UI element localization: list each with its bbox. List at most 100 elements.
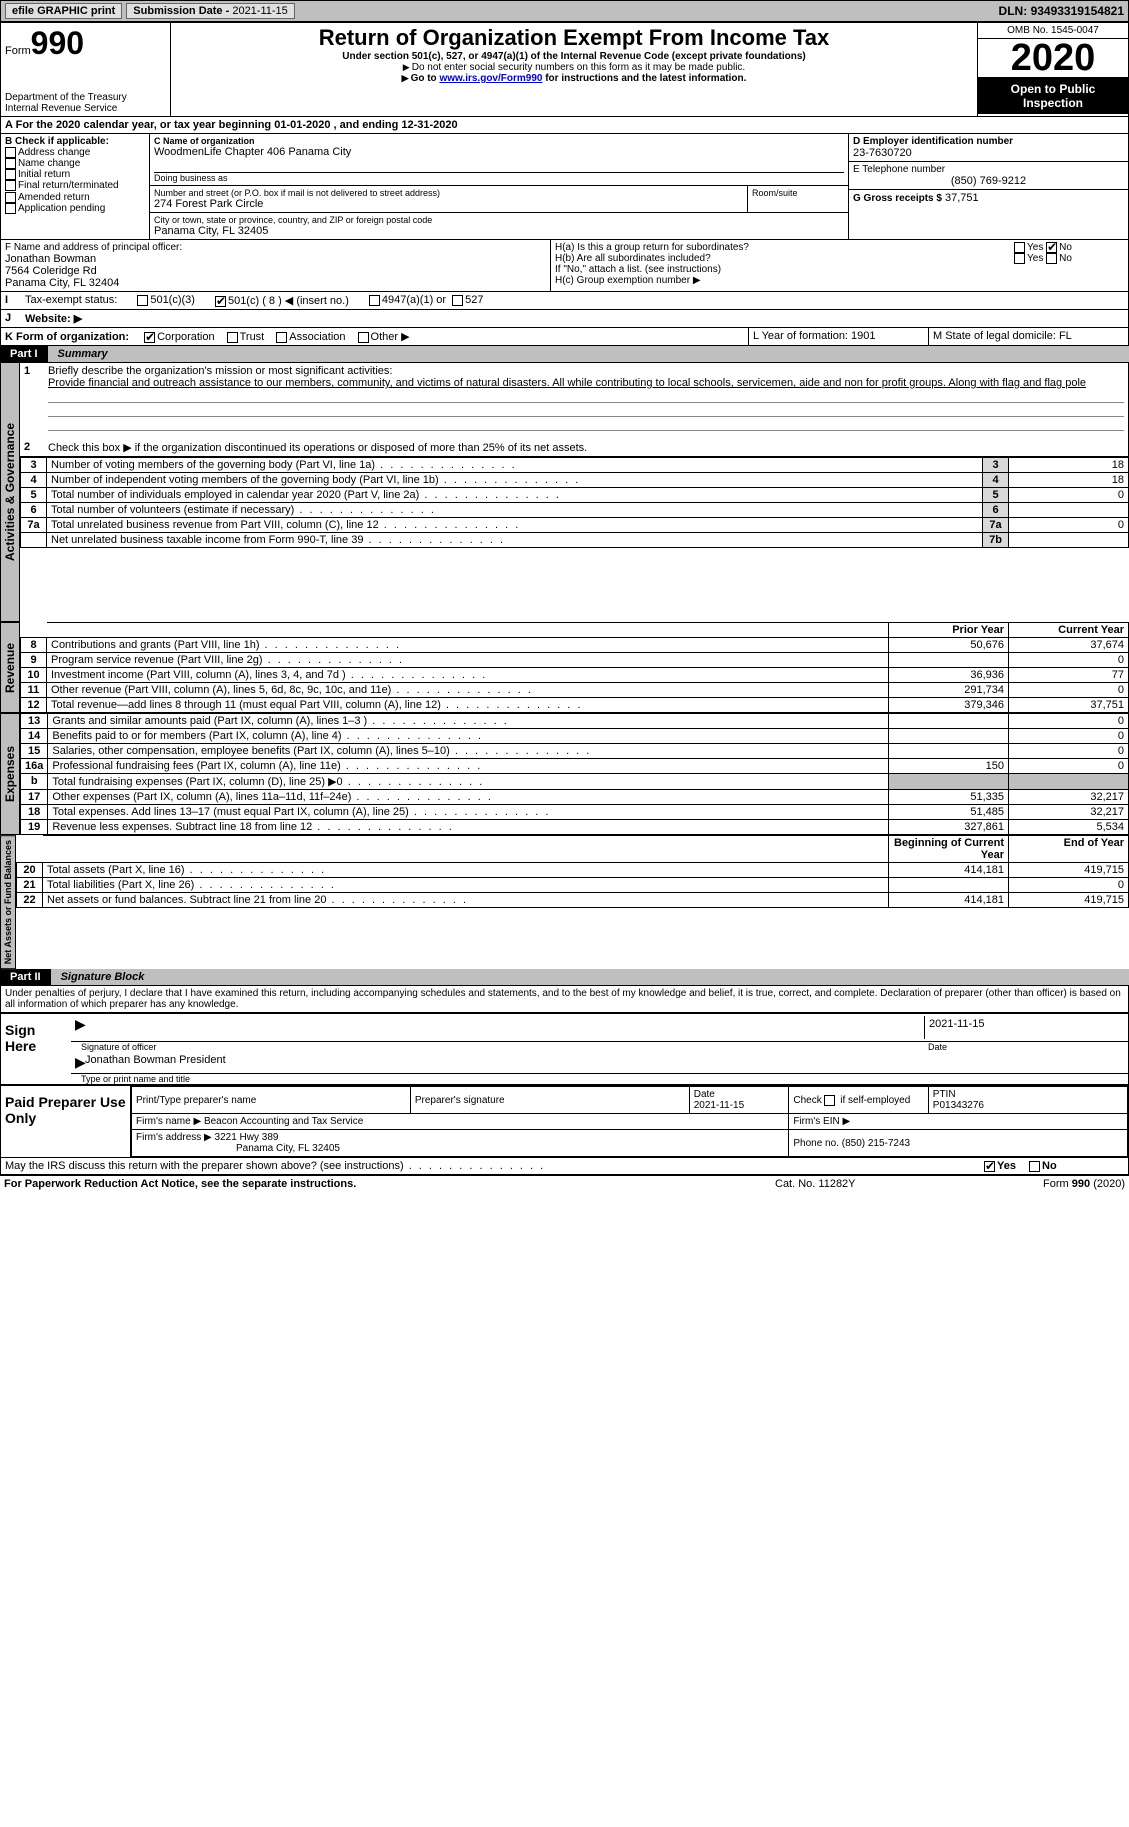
dln-label: DLN:	[999, 4, 1028, 18]
org-name: WoodmenLife Chapter 406 Panama City	[154, 146, 844, 158]
table-row: 7aTotal unrelated business revenue from …	[21, 518, 1129, 533]
cell-current: 37,751	[1009, 698, 1129, 713]
part1-label: Part I	[0, 346, 48, 362]
hb-yes-checkbox[interactable]	[1014, 253, 1025, 264]
4947-checkbox[interactable]	[369, 295, 380, 306]
cell-current: 37,674	[1009, 638, 1129, 653]
vtab-expenses: Expenses	[0, 713, 20, 835]
hb-no-checkbox[interactable]	[1046, 253, 1057, 264]
line-label: Total fundraising expenses (Part IX, col…	[48, 774, 889, 790]
line-num: 11	[21, 683, 47, 698]
discuss-no-checkbox[interactable]	[1029, 1161, 1040, 1172]
part1-header: Part I Summary	[0, 346, 1129, 362]
cell-prior: 50,676	[889, 638, 1009, 653]
line-label: Total revenue—add lines 8 through 11 (mu…	[47, 698, 889, 713]
form-word: Form	[5, 45, 31, 57]
table-row: 10Investment income (Part VIII, column (…	[21, 668, 1129, 683]
ein-label: D Employer identification number	[853, 136, 1124, 147]
box-b-checkbox[interactable]	[5, 203, 16, 214]
mission-label: Briefly describe the organization's miss…	[48, 365, 1124, 377]
line-label: Total liabilities (Part X, line 26)	[43, 878, 889, 893]
line-num: 12	[21, 698, 47, 713]
527-checkbox[interactable]	[452, 295, 463, 306]
line-label: Benefits paid to or for members (Part IX…	[48, 729, 889, 744]
prep-sig-label: Preparer's signature	[410, 1087, 689, 1114]
firm-name-label: Firm's name ▶	[136, 1116, 201, 1127]
box-b-checkbox[interactable]	[5, 147, 16, 158]
discuss-row: May the IRS discuss this return with the…	[0, 1158, 1129, 1175]
expenses-section: Expenses 13Grants and similar amounts pa…	[0, 713, 1129, 835]
box-b-checkbox[interactable]	[5, 192, 16, 203]
table-row: 8Contributions and grants (Part VIII, li…	[21, 638, 1129, 653]
501c3-label: 501(c)(3)	[150, 294, 195, 306]
line-num: 21	[17, 878, 43, 893]
irs-link[interactable]: www.irs.gov/Form990	[439, 73, 542, 84]
org-form-checkbox[interactable]	[358, 332, 369, 343]
self-employed-checkbox[interactable]	[824, 1095, 835, 1106]
box-b-checkbox[interactable]	[5, 169, 16, 180]
org-form-checkbox[interactable]	[276, 332, 287, 343]
dln-value: 93493319154821	[1031, 4, 1124, 18]
line-value: 0	[1009, 518, 1129, 533]
submission-button[interactable]: Submission Date - 2021-11-15	[126, 3, 294, 19]
table-row: 20Total assets (Part X, line 16)414,1814…	[17, 863, 1129, 878]
line-value	[1009, 533, 1129, 548]
line-label: Number of voting members of the governin…	[47, 458, 983, 473]
table-row: 6Total number of volunteers (estimate if…	[21, 503, 1129, 518]
table-row: 21Total liabilities (Part X, line 26) 0	[17, 878, 1129, 893]
501c3-checkbox[interactable]	[137, 295, 148, 306]
cell-prior: 51,485	[889, 805, 1009, 820]
addr-label: Number and street (or P.O. box if mail i…	[154, 188, 743, 198]
line-box: 4	[983, 473, 1009, 488]
line-label: Grants and similar amounts paid (Part IX…	[48, 714, 889, 729]
line-label: Other expenses (Part IX, column (A), lin…	[48, 790, 889, 805]
box-klm: K Form of organization: CorporationTrust…	[0, 328, 1129, 346]
sig-officer-label: Signature of officer	[81, 1042, 928, 1052]
box-b-item: Application pending	[5, 203, 145, 214]
cell-current: 0	[1009, 878, 1129, 893]
firm-name-value: Beacon Accounting and Tax Service	[204, 1116, 363, 1127]
sig-date-value: 2021-11-15	[924, 1016, 1124, 1039]
cell-prior: 414,181	[889, 893, 1009, 908]
line-num: 19	[21, 820, 48, 835]
501c-checkbox[interactable]	[215, 296, 226, 307]
dept-treasury: Department of the Treasury	[5, 92, 166, 103]
no-label2: No	[1059, 253, 1072, 264]
ha-yes-checkbox[interactable]	[1014, 242, 1025, 253]
org-form-checkbox[interactable]	[144, 332, 155, 343]
org-form-label: K Form of organization:	[5, 331, 129, 343]
box-b-checkbox[interactable]	[5, 158, 16, 169]
table-row: 4Number of independent voting members of…	[21, 473, 1129, 488]
table-row: 15Salaries, other compensation, employee…	[21, 744, 1129, 759]
footer: For Paperwork Reduction Act Notice, see …	[0, 1175, 1129, 1192]
city-label: City or town, state or province, country…	[154, 215, 844, 225]
firm-ein-label: Firm's EIN ▶	[789, 1114, 1128, 1130]
vtab-revenue: Revenue	[0, 622, 20, 713]
line-num: 5	[21, 488, 47, 503]
line-box: 7a	[983, 518, 1009, 533]
line-box: 6	[983, 503, 1009, 518]
cell-prior: 291,734	[889, 683, 1009, 698]
firm-phone-value: (850) 215-7243	[842, 1138, 910, 1149]
cell-prior: 150	[889, 759, 1009, 774]
527-label: 527	[465, 294, 483, 306]
box-b-checkbox[interactable]	[5, 180, 16, 191]
cell-current: 0	[1009, 714, 1129, 729]
cell-current: 0	[1009, 729, 1129, 744]
part2-label: Part II	[0, 969, 51, 985]
efile-button[interactable]: efile GRAPHIC print	[5, 3, 122, 19]
table-row: 16aProfessional fundraising fees (Part I…	[21, 759, 1129, 774]
sig-date-label: Date	[928, 1042, 1128, 1052]
table-row: 11Other revenue (Part VIII, column (A), …	[21, 683, 1129, 698]
org-form-checkbox[interactable]	[227, 332, 238, 343]
state-domicile: M State of legal domicile: FL	[928, 328, 1128, 345]
ha-no-checkbox[interactable]	[1046, 242, 1057, 253]
dba-label: Doing business as	[154, 172, 844, 183]
ein-value: 23-7630720	[853, 147, 1124, 159]
officer-label: F Name and address of principal officer:	[5, 242, 546, 253]
goto-pre: Go to	[402, 73, 440, 84]
revenue-section: Revenue Prior YearCurrent Year8Contribut…	[0, 622, 1129, 713]
discuss-yes-checkbox[interactable]	[984, 1161, 995, 1172]
name-title-label: Type or print name and title	[71, 1074, 1128, 1084]
org-form-option: Trust	[227, 331, 265, 343]
